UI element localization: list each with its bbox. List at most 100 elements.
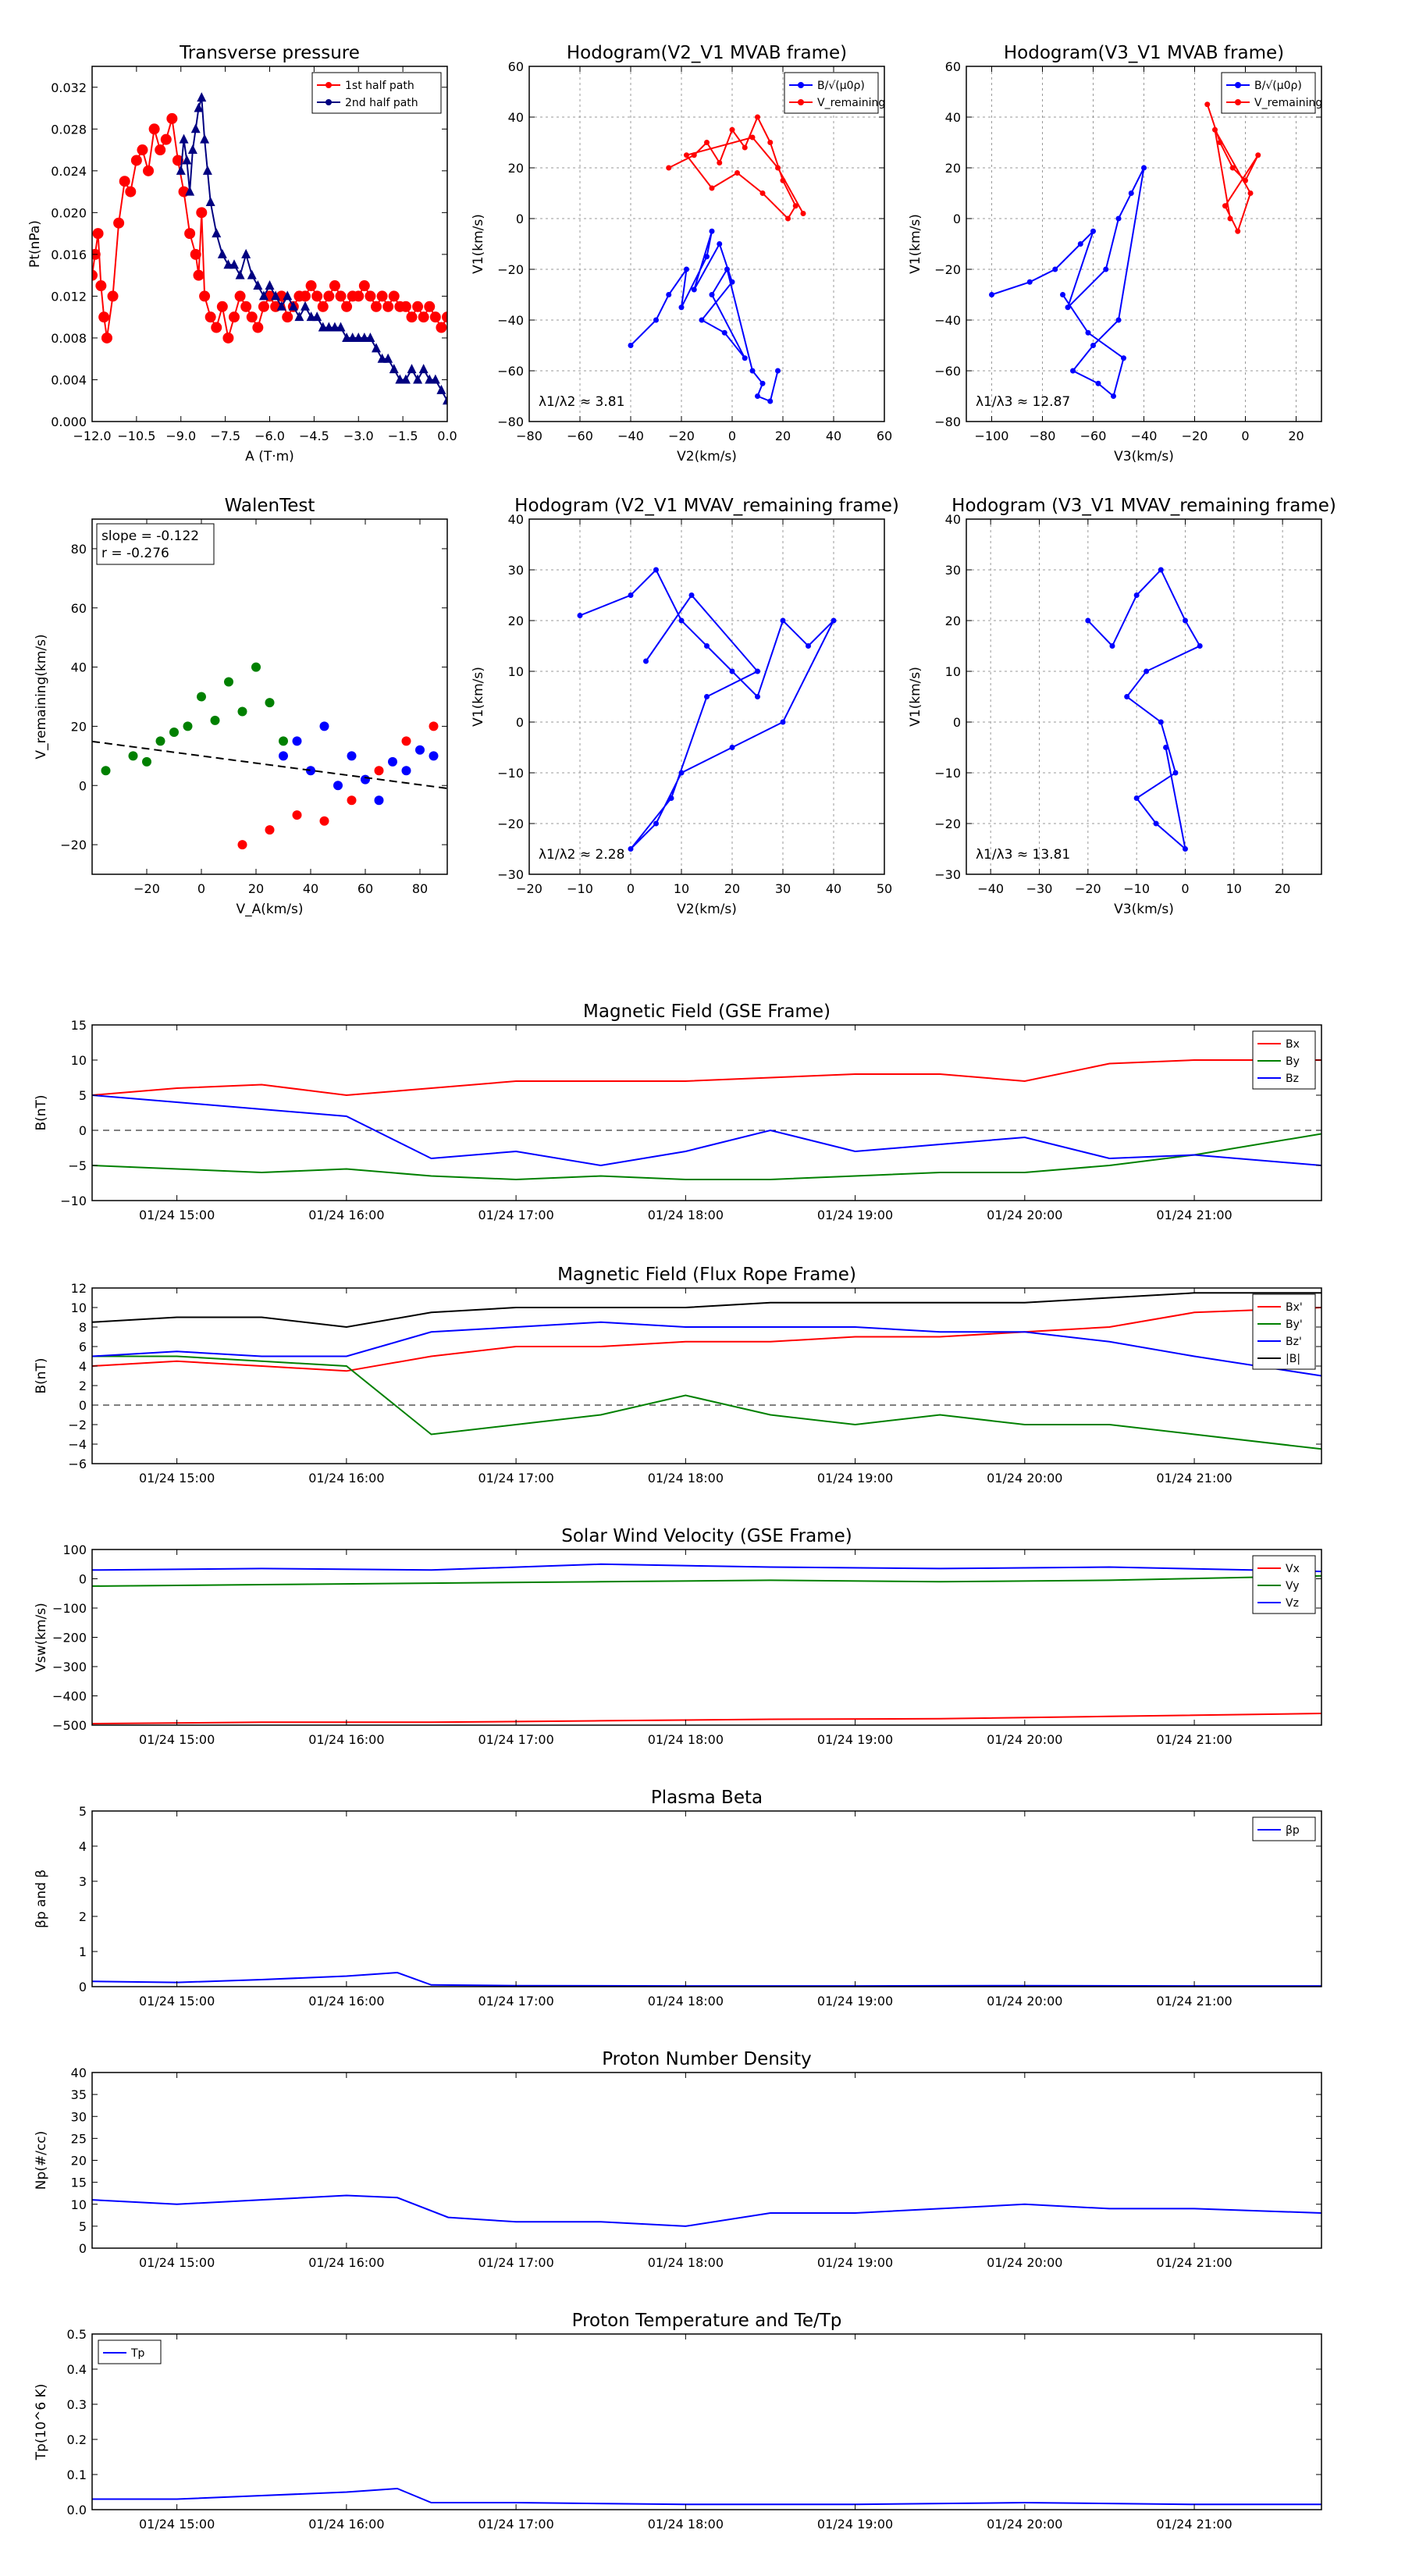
hodo_v3v1_mvab-point	[1121, 355, 1126, 361]
vsw-series-0-line	[92, 1713, 1321, 1725]
hodo_v2v1_mvav-ytick-label: 10	[508, 664, 524, 679]
np-ytick-label: 15	[71, 2176, 87, 2190]
pt-xtick-label: −3.0	[343, 429, 374, 443]
pt-point	[202, 165, 212, 175]
pt-point	[212, 228, 222, 238]
pt-xtick-label: −7.5	[210, 429, 240, 443]
pt-point	[306, 311, 316, 322]
pt-point	[311, 290, 323, 302]
hodo_v2v1_mvav-ylabel: V1(km/s)	[471, 667, 486, 727]
pt-point	[342, 332, 352, 342]
hodo_v2v1_mvab-xtick-label: 0	[728, 429, 736, 443]
pt-xtick-label: 0.0	[437, 429, 457, 443]
hodo_v2v1_mvab-point	[724, 266, 730, 272]
pt-point	[92, 269, 98, 281]
walen-point	[183, 721, 193, 731]
hodo_v3v1_mvab-point	[1204, 101, 1211, 108]
walen-point	[224, 677, 233, 687]
walen-point	[347, 751, 357, 761]
hodo_v2v1_mvab-point	[717, 241, 723, 247]
pt-point	[193, 269, 205, 281]
hodo_v2v1_mvav-point	[831, 617, 837, 624]
bfr-xtick-label: 01/24 18:00	[648, 1471, 724, 1485]
walen-point	[374, 795, 384, 806]
hodo_v3v1_mvab-point	[1243, 177, 1248, 183]
pt-point	[335, 290, 347, 302]
hodo_v3v1_mvav-point	[1124, 694, 1130, 699]
vsw-ytick-label: −300	[52, 1660, 87, 1674]
hodo_v2v1_mvav-ytick-label: −30	[497, 867, 524, 882]
pt-point	[205, 196, 215, 206]
hodo_v3v1_mvav-point	[1182, 617, 1188, 624]
pt-point	[383, 353, 393, 363]
walen-ylabel: V_remaining(km/s)	[34, 634, 49, 759]
pt-point	[130, 155, 142, 166]
pt-point	[323, 290, 335, 302]
pt-point	[329, 322, 340, 332]
pt-point	[229, 311, 240, 323]
walen-point	[210, 715, 220, 725]
pt-point	[119, 176, 130, 187]
walen-xtick-label: 0	[197, 881, 205, 896]
walen-point	[347, 795, 357, 806]
hodo_v2v1_mvab-point	[678, 304, 685, 311]
pt-point	[258, 290, 269, 301]
bfr-legend-label: Bx'	[1286, 1301, 1303, 1314]
pt-point	[179, 133, 189, 144]
hodo_v2v1_mvab-point	[759, 190, 766, 196]
bfr-xtick-label: 01/24 16:00	[308, 1471, 384, 1485]
hodo_v2v1_mvav-xtick-label: 50	[877, 881, 892, 896]
vsw-xtick-label: 01/24 18:00	[648, 1732, 724, 1747]
bgse-title: Magnetic Field (GSE Frame)	[583, 1002, 831, 1022]
pt-point	[300, 290, 311, 302]
bfr-ytick-label: −4	[68, 1437, 87, 1452]
np-xtick-label: 01/24 19:00	[817, 2255, 893, 2270]
hodo_v3v1_mvab-legend	[1221, 72, 1316, 114]
hodo_v3v1_mvav-xtick-label: −10	[1123, 881, 1150, 896]
hodo_v2v1_mvab-ytick-label: 0	[516, 212, 524, 226]
bfr-legend-label: By'	[1286, 1318, 1303, 1331]
hodo_v3v1_mvav-data	[1085, 567, 1203, 852]
beta-xtick-label: 01/24 19:00	[817, 1994, 893, 2008]
tp-ytick-label: 0.0	[67, 2503, 87, 2517]
beta-xtick-label: 01/24 20:00	[987, 1994, 1062, 2008]
vsw-ytick-label: −400	[52, 1689, 87, 1704]
hodo_v2v1_mvab-xtick-label: 20	[775, 429, 791, 443]
hodo_v3v1_mvab-point	[1065, 304, 1071, 311]
hodo_v3v1_mvab-point	[1060, 292, 1065, 297]
hodo_v2v1_mvav-point	[643, 658, 649, 664]
tp-xtick-label: 01/24 18:00	[648, 2517, 724, 2532]
pt-point	[301, 301, 310, 311]
hodo_v2v1_mvab-xtick-label: 40	[826, 429, 841, 443]
hodo_v2v1_mvav-point	[577, 613, 583, 618]
hodo_v2v1_mvav-point	[688, 592, 695, 598]
hodo_v2v1_mvab-title: Hodogram(V2_V1 MVAB frame)	[567, 43, 847, 63]
hodo_v2v1_mvav-point	[653, 567, 659, 573]
hodo_v2v1_mvav-xtick-label: 20	[724, 881, 740, 896]
hodo_v3v1_mvav-title: Hodogram (V3_V1 MVAV_remaining frame)	[951, 496, 1336, 516]
hodo_v2v1_mvav-xtick-label: −10	[567, 881, 593, 896]
beta-xtick-label: 01/24 18:00	[648, 1994, 724, 2008]
hodo_v3v1_mvab-annotation: λ1/λ3 ≈ 12.87	[976, 394, 1070, 410]
hodo_v3v1_mvab-ytick-label: 40	[945, 110, 961, 125]
hodo_v2v1_mvav-xtick-label: 10	[674, 881, 689, 896]
pt-xtick-label: −12.0	[73, 429, 111, 443]
hodo_v3v1_mvab-point	[1077, 241, 1083, 247]
hodo_v2v1_mvab-point	[691, 286, 697, 293]
pt-point	[336, 322, 346, 332]
walen-xlabel: V_A(km/s)	[236, 902, 303, 917]
hodo_v3v1_mvab-point	[1103, 266, 1109, 272]
hodo_v3v1_mvab-ylabel: V1(km/s)	[908, 214, 923, 274]
pt-legend-label: 1st half path	[345, 80, 414, 92]
hodo_v2v1_mvab-ytick-label: −40	[497, 313, 524, 328]
pt-point	[443, 395, 447, 405]
vsw-ytick-label: −100	[52, 1601, 87, 1616]
beta-ytick-label: 5	[79, 1804, 87, 1819]
bgse-ytick-label: 10	[71, 1053, 87, 1068]
hodo_v3v1_mvav-ytick-label: 0	[953, 715, 961, 730]
vsw-series-2-line	[92, 1563, 1321, 1573]
hodo_v3v1_mvav-ytick-label: 30	[945, 563, 961, 578]
pt-point	[265, 280, 275, 290]
tp-frame	[91, 2333, 1322, 2510]
hodo_v3v1_mvab-xtick-label: −80	[1030, 429, 1056, 443]
